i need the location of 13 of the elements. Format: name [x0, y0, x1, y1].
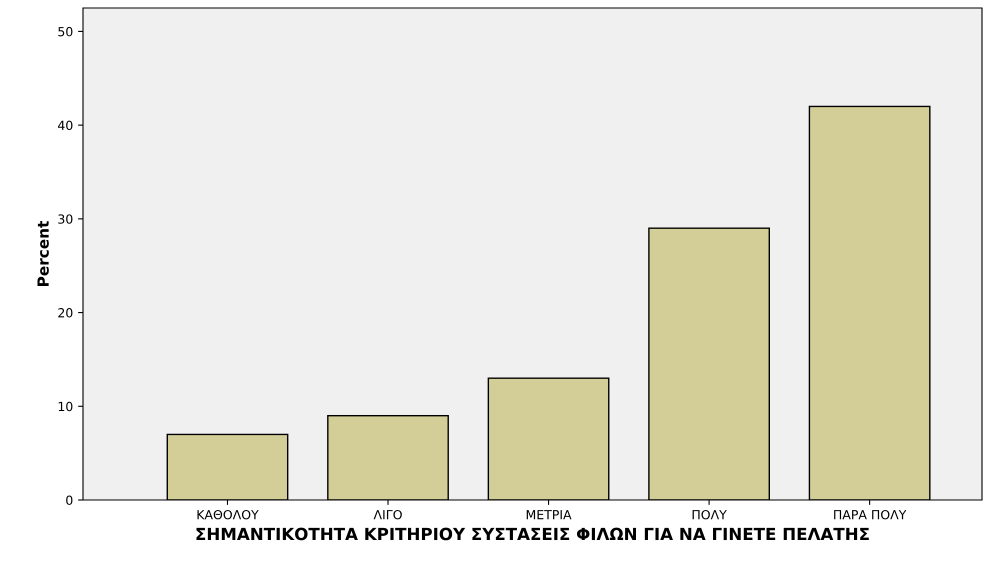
- x-tick-label: ΜΕΤΡΙΑ: [526, 510, 572, 520]
- y-tick-label: 10: [58, 402, 72, 412]
- y-tick-label: 40: [58, 120, 72, 130]
- x-tick-label: ΠΟΛΥ: [692, 510, 727, 520]
- y-tick-label: 50: [58, 26, 72, 36]
- x-tick-label: ΠΑΡΑ ΠΟΛΥ: [834, 510, 906, 520]
- x-axis-title: ΣΗΜΑΝΤΙΚΟΤΗΤΑ ΚΡΙΤΗΡΙΟΥ ΣΥΣΤΑΣΕΙΣ ΦΙΛΩΝ ΓΙΑ ΝΑ ΓΙΝΕΤΕ ΠΕΛΑΤΗΣ: [196, 528, 869, 540]
- x-tick-label: ΛΙΓΟ: [374, 510, 402, 520]
- x-tick-label: ΚΑΘΟΛΟΥ: [197, 510, 259, 520]
- y-axis-title: Percent: [38, 221, 49, 286]
- y-tick-label: 0: [66, 495, 72, 505]
- y-tick-label: 20: [58, 308, 72, 318]
- y-tick-label: 30: [58, 214, 72, 224]
